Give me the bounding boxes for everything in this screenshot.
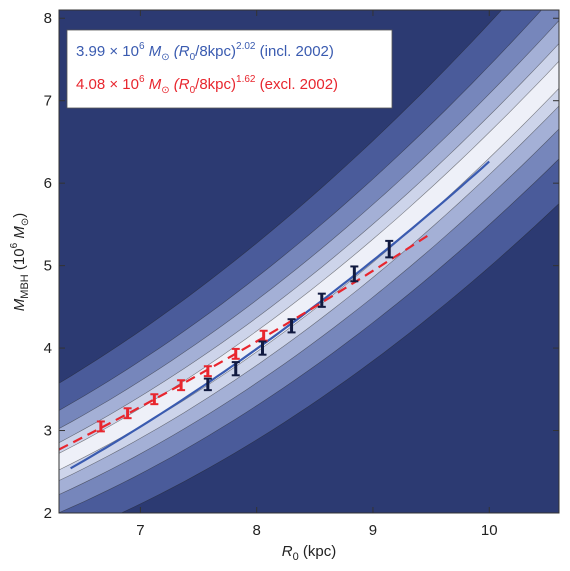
legend: 3.99 × 106 M⊙ (R0/8kpc)2.02 (incl. 2002)… — [66, 29, 393, 109]
x-axis-title: R0 (kpc) — [282, 543, 336, 563]
data-point-series-0-4 — [317, 292, 326, 308]
y-tick-label: 8 — [44, 10, 52, 27]
data-point-series-0-0 — [203, 377, 212, 392]
data-point-series-1-0 — [96, 420, 105, 433]
x-tick-label: 7 — [136, 522, 144, 539]
data-point-series-0-1 — [231, 361, 240, 377]
y-tick-label: 2 — [44, 505, 52, 522]
legend-entry-excl-2002: 4.08 × 106 M⊙ (R0/8kpc)1.62 (excl. 2002) — [76, 74, 338, 96]
fit-line-series-0 — [70, 160, 490, 470]
plot-frame — [58, 9, 560, 514]
legend-entry-incl-2002: 3.99 × 106 M⊙ (R0/8kpc)2.02 (incl. 2002) — [76, 41, 334, 63]
fit-lines — [59, 160, 490, 470]
contour-bands — [59, 10, 559, 513]
data-point-series-1-1 — [123, 407, 132, 420]
y-tick-label: 3 — [44, 423, 52, 440]
x-tick-label: 8 — [253, 522, 261, 539]
y-axis-title: MMBH (106 M⊙) — [9, 213, 31, 311]
contour-level-4 — [59, 43, 559, 481]
data-point-series-1-5 — [231, 347, 240, 360]
x-axis: 7 8 9 10 — [136, 10, 498, 539]
y-tick-label: 6 — [44, 175, 52, 192]
x-tick-label: 9 — [369, 522, 377, 539]
data-point-series-0-6 — [385, 239, 394, 259]
y-axis: 2 3 4 5 6 7 8 — [44, 10, 559, 522]
data-point-series-0-2 — [258, 340, 267, 356]
data-point-series-0-5 — [350, 265, 359, 283]
fit-line-series-1 — [59, 232, 432, 451]
data-point-series-0-3 — [287, 318, 296, 334]
y-tick-label: 5 — [44, 258, 52, 275]
y-tick-label: 7 — [44, 93, 52, 110]
data-point-series-1-2 — [150, 393, 159, 406]
contour-level-5 — [59, 60, 559, 471]
y-tick-label: 4 — [44, 340, 52, 357]
x-tick-label: 10 — [481, 522, 498, 539]
data-point-series-1-3 — [177, 379, 186, 392]
legend-box — [66, 29, 393, 109]
data-point-series-1-4 — [203, 365, 212, 378]
data-points — [96, 239, 394, 433]
